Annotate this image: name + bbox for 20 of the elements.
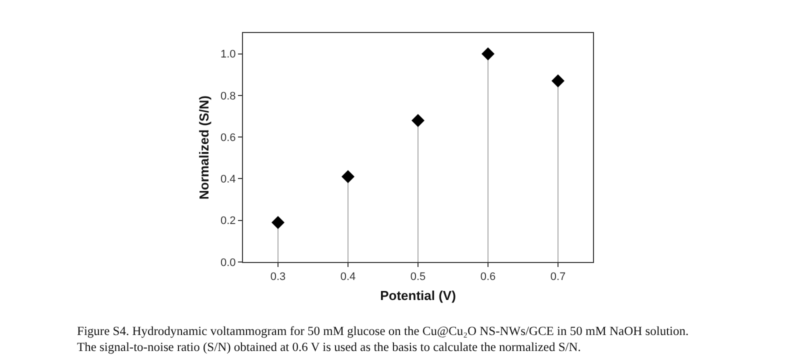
x-axis-title: Potential (V) bbox=[380, 288, 456, 303]
point bbox=[272, 216, 284, 229]
x-tick-label: 0.5 bbox=[410, 271, 426, 284]
y-axis-title: Normalized (S/N) bbox=[196, 95, 212, 200]
y-tick-label: 0.6 bbox=[220, 132, 236, 144]
x-tick-label: 0.3 bbox=[270, 271, 286, 284]
y-tick-label: 0.8 bbox=[220, 90, 236, 102]
y-tick-label: 1.0 bbox=[220, 48, 236, 61]
x-tick-label: 0.4 bbox=[340, 271, 356, 284]
y-tick-label: 0.4 bbox=[220, 174, 236, 186]
text: The signal-to-noise ratio (S/N) obtained at 0.6 V is used as the basis to calculate the normalized S/N. bbox=[77, 340, 581, 354]
point bbox=[482, 47, 494, 60]
point bbox=[552, 74, 564, 88]
point bbox=[342, 170, 354, 184]
point bbox=[412, 114, 424, 127]
y-tick-label: 0.0 bbox=[220, 256, 236, 269]
y-tick-label: 0.2 bbox=[220, 215, 236, 228]
x-tick-label: 0.7 bbox=[550, 271, 566, 284]
x-tick-label: 0.6 bbox=[480, 271, 496, 284]
caption: Figure S4. Hydrodynamic voltammogram for 50 mM glucose on the Cu@Cu₂O NS-NWs/GCE in 50 mM NaOH solution. bbox=[77, 324, 689, 338]
